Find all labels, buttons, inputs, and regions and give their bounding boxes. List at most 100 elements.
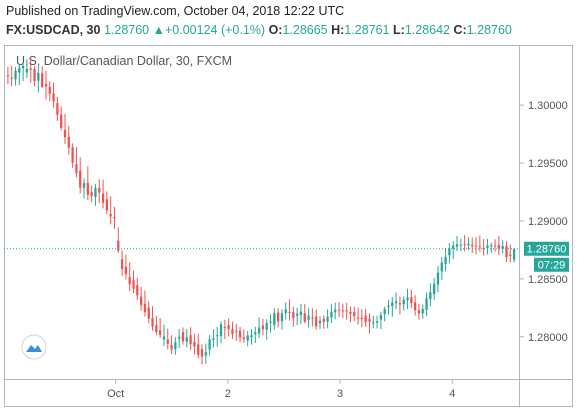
candle-body — [216, 335, 219, 337]
candle-body — [159, 330, 162, 335]
candle-body — [98, 188, 101, 193]
candle-body — [79, 170, 82, 188]
candle-body — [94, 187, 97, 197]
price-chart[interactable]: U.S. Dollar/Canadian Dollar, 30, FXCM 1.… — [4, 45, 573, 407]
time-axis[interactable]: Oct 2 3 4 — [107, 379, 455, 400]
high-value: 1.28761 — [344, 23, 390, 37]
candle-body — [90, 192, 93, 197]
candle-body — [345, 310, 348, 312]
candle-body — [235, 331, 238, 333]
candle-body — [250, 335, 253, 338]
candle-body — [136, 285, 139, 296]
candle-body — [143, 303, 147, 312]
change-value: +0.00124 (+0.1%) — [165, 23, 266, 37]
candle-body — [197, 344, 200, 355]
candle-body — [375, 321, 379, 323]
candle-body — [356, 317, 360, 319]
time-tick-label: Oct — [107, 388, 124, 400]
time-tick-label: 3 — [337, 388, 343, 400]
candles-series — [6, 56, 516, 365]
candle-body — [467, 243, 470, 246]
candle-body — [238, 330, 242, 338]
candle-body — [14, 70, 17, 80]
candle-body — [398, 303, 402, 305]
high-label: H: — [331, 23, 345, 37]
candle-body — [261, 325, 265, 330]
candle-body — [246, 335, 249, 341]
candle-body — [117, 240, 120, 251]
low-value: 1.28642 — [404, 23, 450, 37]
candle-body — [307, 315, 310, 320]
candle-body — [341, 310, 344, 312]
candle-body — [280, 313, 284, 322]
price-tick-label: 1.29500 — [528, 158, 568, 170]
candle-body — [383, 308, 386, 315]
candle-body — [193, 341, 196, 347]
candle-body — [318, 320, 322, 324]
last-price-tag-bg — [524, 241, 569, 256]
time-tick-label: 2 — [225, 388, 231, 400]
candle-body — [509, 254, 512, 257]
price-tick-label: 1.28500 — [528, 274, 568, 286]
candle-body — [330, 311, 333, 318]
candle-body — [124, 266, 128, 275]
candle-body — [417, 310, 421, 314]
price-tick-label: 1.29000 — [528, 216, 568, 228]
candle-body — [303, 313, 306, 322]
candle-body — [223, 327, 226, 329]
candle-body — [41, 73, 44, 87]
candle-body — [37, 72, 40, 81]
candle-body — [75, 164, 78, 174]
candle-body — [474, 245, 478, 247]
open-value: 1.28665 — [282, 23, 328, 37]
candle-body — [425, 298, 428, 310]
tradingview-logo-icon[interactable] — [21, 334, 47, 360]
candle-body — [368, 318, 371, 322]
candle-body — [113, 217, 116, 219]
candle-body — [86, 182, 89, 195]
candle-body — [315, 316, 318, 327]
candle-body — [139, 296, 143, 306]
candle-body — [52, 93, 55, 102]
countdown-tag: 07:29 — [534, 257, 569, 272]
candle-body — [132, 280, 135, 289]
published-note: Published on TradingView.com, October 04… — [6, 4, 345, 18]
candle-body — [166, 339, 169, 344]
candle-body — [288, 311, 291, 313]
candle-body — [212, 338, 215, 340]
candle-body — [505, 245, 508, 258]
candle-body — [265, 323, 268, 330]
candle-body — [33, 68, 36, 82]
candle-body — [414, 302, 417, 311]
candle-body — [71, 147, 74, 163]
candle-body — [299, 311, 303, 316]
chart-title: U.S. Dollar/Canadian Dollar, 30, FXCM — [16, 54, 232, 68]
candle-body — [174, 342, 177, 350]
candle-body — [501, 245, 504, 249]
candle-body — [242, 337, 246, 340]
candle-body — [292, 312, 295, 319]
candle-body — [391, 302, 394, 306]
candle-body — [448, 248, 451, 256]
candle-body — [444, 256, 447, 265]
candle-body — [231, 328, 234, 335]
candle-body — [44, 84, 48, 87]
candle-body — [48, 86, 51, 94]
candle-body — [311, 317, 314, 319]
candle-body — [10, 77, 13, 79]
candle-body — [459, 244, 462, 246]
candle-body — [25, 68, 29, 73]
close-value: 1.28760 — [466, 23, 512, 37]
candle-body — [185, 337, 188, 342]
candle-body — [128, 277, 131, 285]
candle-body — [433, 283, 436, 295]
price-axis[interactable]: 1.30000 1.29500 1.29000 1.28500 1.28000 — [519, 100, 568, 344]
candle-body — [63, 129, 67, 138]
candle-body — [463, 243, 466, 245]
candle-body — [478, 246, 481, 248]
candle-body — [379, 315, 383, 320]
symbol-label: FX:USDCAD, 30 — [6, 23, 101, 37]
candle-body — [276, 312, 280, 322]
candle-body — [151, 318, 154, 327]
candle-body — [219, 324, 223, 336]
